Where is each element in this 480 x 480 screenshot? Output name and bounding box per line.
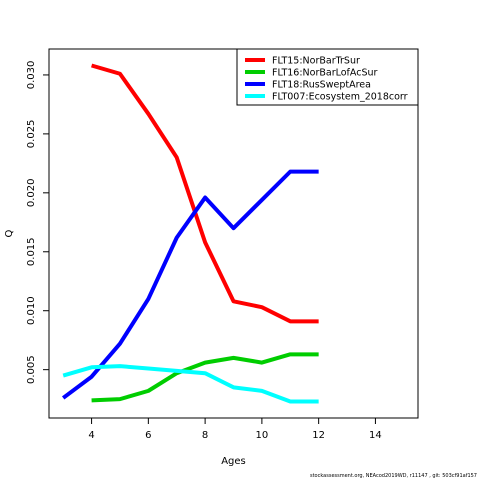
y-axis-title: Q	[4, 229, 15, 237]
y-tick-label: 0.030	[26, 61, 37, 90]
legend-label: FLT18:RusSweptArea	[272, 80, 371, 91]
y-axis: 0.005 0.010 0.015 0.020 0.025 0.030	[26, 61, 50, 384]
y-tick-label: 0.020	[26, 179, 37, 208]
legend-box	[236, 48, 419, 106]
legend: FLT15:NorBarTrSurFLT16:NorBarLofAcSurFLT…	[236, 48, 419, 106]
x-axis: 4 6 8 10 12 14	[88, 417, 382, 441]
x-axis-title: Ages	[221, 456, 246, 467]
series-line	[61, 169, 319, 400]
x-tick-label: 14	[369, 430, 382, 441]
legend-label: FLT007:Ecosystem_2018corr	[272, 92, 408, 103]
series-lines	[61, 63, 319, 404]
y-tick-label: 0.025	[26, 120, 37, 149]
y-tick-label: 0.005	[26, 355, 37, 384]
x-tick-label: 10	[256, 430, 269, 441]
footer-text: stockassessment.org, NEAcod2019WD, r1114…	[309, 473, 477, 479]
series-line	[91, 63, 319, 324]
legend-label: FLT16:NorBarLofAcSur	[272, 68, 377, 79]
x-tick-label: 8	[202, 430, 208, 441]
series-line	[62, 364, 319, 404]
x-tick-label: 4	[88, 430, 94, 441]
x-tick-label: 12	[312, 430, 325, 441]
y-tick-label: 0.010	[26, 296, 37, 325]
y-tick-label: 0.015	[26, 237, 37, 266]
legend-label: FLT15:NorBarTrSur	[272, 56, 360, 67]
x-tick-label: 6	[145, 430, 151, 441]
series-line	[91, 352, 319, 403]
